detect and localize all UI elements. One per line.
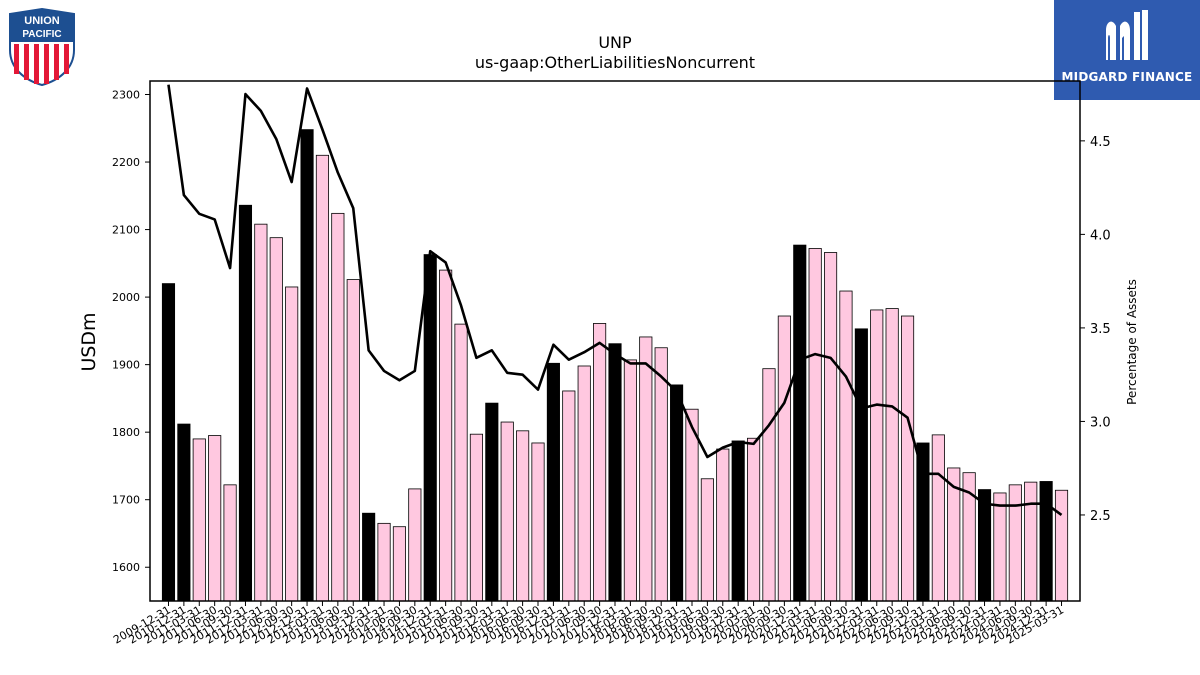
bar-2011-06-30 xyxy=(208,435,222,602)
y-tick-label: 2000 xyxy=(112,291,140,304)
bar-2024-03-31 xyxy=(993,492,1007,602)
bar-2015-06-30 xyxy=(454,323,468,602)
bar-2022-09-30 xyxy=(900,315,915,602)
bar-2013-06-30 xyxy=(331,212,345,602)
bar-2015-09-30 xyxy=(469,433,483,602)
y2-axis-label: Percentage of Assets xyxy=(1125,279,1139,405)
y2-tick-label: 4.0 xyxy=(1090,228,1111,243)
bar-2016-06-30 xyxy=(516,430,530,602)
bar-2017-12-31 xyxy=(608,343,622,602)
bar-2013-03-31 xyxy=(315,154,330,602)
percentage-of-assets-line xyxy=(167,84,1063,517)
bar-2022-03-31 xyxy=(870,309,884,602)
y-tick-label: 2100 xyxy=(112,224,140,237)
union-pacific-logo: UNION PACIFIC xyxy=(6,7,78,87)
y2-tick-label: 3.5 xyxy=(1090,322,1111,337)
bar-2020-03-31 xyxy=(747,437,761,602)
y-tick-label: 1900 xyxy=(112,359,140,372)
y-tick-label: 1800 xyxy=(112,426,140,439)
union-pacific-logo-line1: UNION xyxy=(24,15,60,27)
bar-2016-03-31 xyxy=(500,421,514,602)
bar-2017-06-30 xyxy=(577,365,591,602)
bar-2013-09-30 xyxy=(346,279,360,602)
midgard-mark-icon xyxy=(1106,10,1148,60)
bar-2023-12-31 xyxy=(977,489,992,602)
bar-2013-12-31 xyxy=(362,512,376,602)
bar-2014-03-31 xyxy=(377,522,391,602)
bar-2022-06-30 xyxy=(885,308,899,602)
x-axis-ticks: 2009-12-312010-12-312011-03-312011-06-30… xyxy=(111,601,1066,647)
y2-tick-label: 2.5 xyxy=(1090,509,1111,524)
bar-2018-03-31 xyxy=(623,359,637,602)
bar-2022-12-31 xyxy=(916,442,930,602)
midgard-finance-logo: MIDGARD FINANCE xyxy=(1054,0,1200,100)
bar-2020-09-30 xyxy=(777,315,791,602)
bar-2016-09-30 xyxy=(531,442,545,602)
bar-2014-06-30 xyxy=(392,526,406,602)
y2-tick-label: 3.0 xyxy=(1090,415,1111,430)
bar-2020-12-31 xyxy=(793,244,807,602)
bar-2023-03-31 xyxy=(931,434,945,602)
bar-2025-03-31 xyxy=(1054,489,1069,602)
y-axis-ticks: 1600 1700 1800 1900 2000 2100 2200 2300 xyxy=(112,89,150,574)
bar-2017-09-30 xyxy=(593,323,607,602)
bar-2016-12-31 xyxy=(546,362,560,602)
bar-2012-03-31 xyxy=(254,223,268,602)
y2-tick-label: 4.5 xyxy=(1090,135,1111,150)
bar-2012-09-30 xyxy=(285,286,299,602)
union-pacific-logo-line2: PACIFIC xyxy=(22,29,61,40)
bar-2014-09-30 xyxy=(408,488,422,602)
line-layer xyxy=(167,84,1063,517)
bar-2019-06-30 xyxy=(700,478,714,602)
y-tick-label: 2300 xyxy=(112,89,140,102)
midgard-finance-brand: MIDGARD FINANCE xyxy=(1061,70,1193,84)
y-axis-label: USDm xyxy=(78,312,100,371)
bar-2017-03-31 xyxy=(562,390,576,602)
bar-2024-09-30 xyxy=(1024,481,1038,602)
bar-2020-06-30 xyxy=(762,368,776,602)
bar-2021-06-30 xyxy=(824,252,838,602)
bar-2014-12-31 xyxy=(423,254,437,602)
bar-2015-12-31 xyxy=(485,402,499,602)
bar-2012-06-30 xyxy=(269,237,283,602)
y2-axis-ticks: 2.5 3.0 3.5 4.0 4.5 xyxy=(1080,135,1111,524)
bar-2021-12-31 xyxy=(854,328,868,602)
bar-2019-09-30 xyxy=(716,448,730,602)
bar-2021-03-31 xyxy=(808,248,822,602)
bar-2015-03-31 xyxy=(439,269,453,602)
bar-2011-09-30 xyxy=(223,484,237,602)
bar-2018-12-31 xyxy=(670,384,684,602)
bar-2024-12-31 xyxy=(1039,481,1053,602)
y-tick-label: 2200 xyxy=(112,156,140,169)
chart-title: UNP xyxy=(598,33,632,52)
bar-2012-12-31 xyxy=(300,129,314,602)
bar-2010-12-31 xyxy=(177,423,191,602)
bar-2011-03-31 xyxy=(192,438,206,602)
bar-2021-09-30 xyxy=(839,290,853,602)
bar-2009-12-31 xyxy=(161,283,176,602)
y-tick-label: 1600 xyxy=(112,561,140,574)
bar-2018-06-30 xyxy=(639,336,653,602)
bar-2018-09-30 xyxy=(654,347,668,602)
bars-layer xyxy=(161,129,1069,602)
bar-2019-12-31 xyxy=(731,440,745,602)
y-tick-label: 1700 xyxy=(112,494,140,507)
chart-subtitle: us-gaap:OtherLiabilitiesNoncurrent xyxy=(475,53,755,72)
bar-2011-12-31 xyxy=(238,204,253,602)
bar-2024-06-30 xyxy=(1008,484,1022,602)
